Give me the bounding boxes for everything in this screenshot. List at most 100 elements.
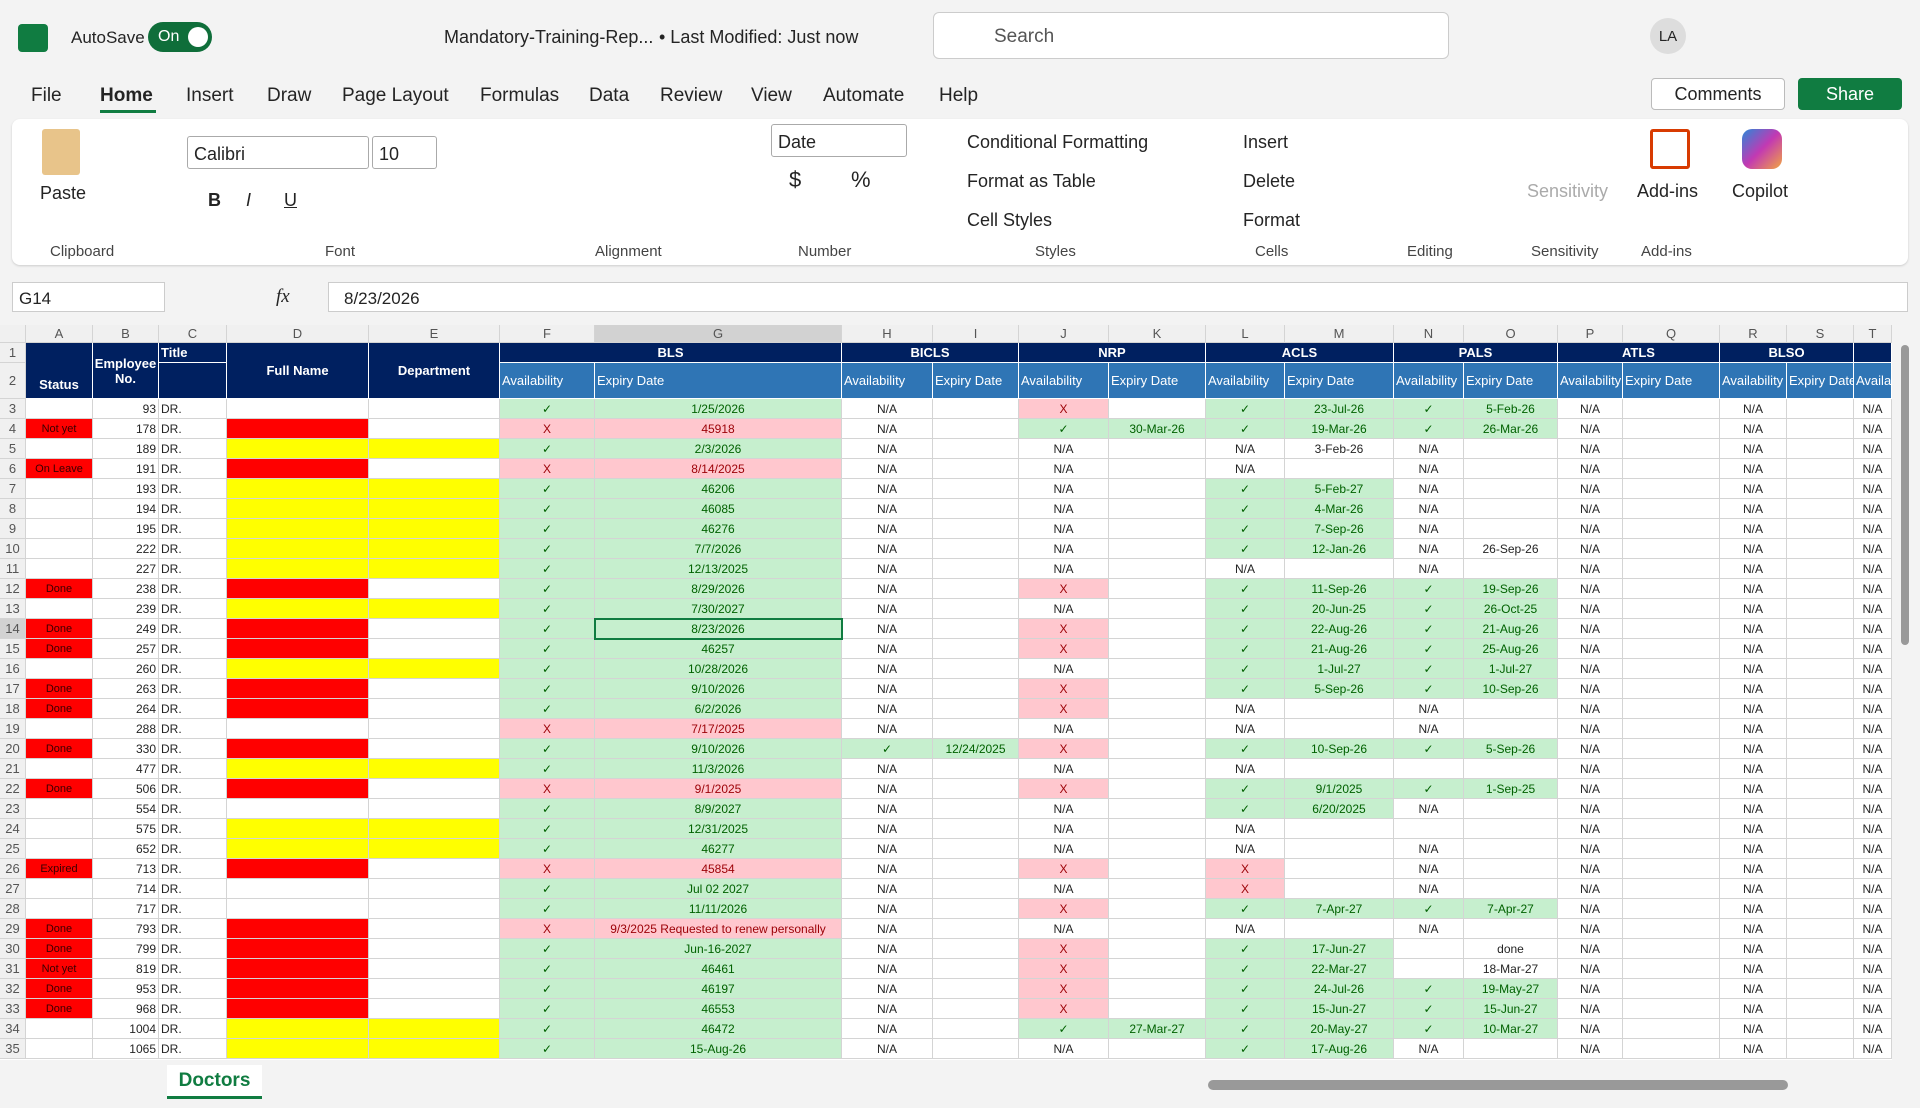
status-cell [26,599,93,619]
expiry-date [1787,799,1854,819]
menu-tab[interactable]: Review [660,85,723,106]
copilot-button[interactable]: Copilot [1732,181,1789,201]
conditional-formatting[interactable]: Conditional Formatting [967,132,1149,152]
percent-button[interactable]: % [851,167,871,192]
menu-tab[interactable]: Help [939,85,979,106]
menu-tab[interactable]: Insert [186,85,234,106]
expiry-date [1285,919,1394,939]
add-ins-button[interactable]: Add-ins [1637,181,1699,201]
availability: ✓ [1206,939,1285,959]
formula-input[interactable]: 8/23/2026 [328,282,1908,312]
menu-tab[interactable]: Page Layout [342,85,449,106]
availability: N/A [1558,1019,1623,1039]
menu-tab[interactable]: File [31,85,62,106]
availability: ✓ [1206,479,1285,499]
search-box[interactable]: Search [933,12,1449,59]
title-cell: DR. [159,739,227,759]
employee-no: 793 [93,919,159,939]
employee-no: 714 [93,879,159,899]
full-name [227,679,369,699]
font-size-box[interactable]: 10 [372,136,437,169]
availability: X [1019,939,1109,959]
cell-styles[interactable]: Cell Styles [967,210,1053,230]
name-box[interactable]: G14 [12,282,165,312]
full-name [227,939,369,959]
expiry-date: 30-Mar-26 [1109,419,1206,439]
status-cell [26,559,93,579]
row-header: 21 [0,759,26,779]
expiry-date [933,819,1019,839]
scroll-thumb[interactable] [1901,345,1909,645]
availability: N/A [1854,539,1892,559]
expiry-date [933,639,1019,659]
department [369,919,500,939]
availability: N/A [1854,459,1892,479]
expiry-date [933,979,1019,999]
row-header: 3 [0,399,26,419]
expiry-date: 8/9/2027 [595,799,842,819]
format-as-table[interactable]: Format as Table [967,171,1096,191]
number-format-box[interactable]: Date [771,124,907,157]
expiry-date [1623,459,1720,479]
expiry-date [1623,479,1720,499]
horizontal-scrollbar[interactable] [1208,1080,1788,1090]
share-button[interactable]: Share [1798,78,1902,110]
expiry-date [1109,719,1206,739]
expiry-date: 46461 [595,959,842,979]
expiry-date [1623,779,1720,799]
format-cells[interactable]: Format [1243,210,1301,230]
availability: N/A [1206,719,1285,739]
availability: N/A [842,619,933,639]
underline-button[interactable]: U [284,190,297,210]
group-label: Number [798,243,852,260]
menu-tab[interactable]: Data [589,85,630,106]
delete-cells[interactable]: Delete [1243,171,1296,191]
availability: ✓ [500,979,595,999]
font-name-box[interactable]: Calibri [187,136,369,169]
column-header: Q [1623,325,1720,343]
expiry-date [933,439,1019,459]
paste-button[interactable]: Paste [40,183,87,203]
row-header: 9 [0,519,26,539]
availability: N/A [842,839,933,859]
department [369,419,500,439]
expiry-date [1787,679,1854,699]
insert-cells[interactable]: Insert [1243,132,1289,152]
availability: ✓ [1394,739,1464,759]
file-name[interactable]: Mandatory-Training-Rep... [444,27,654,47]
vertical-scrollbar[interactable] [1892,325,1920,1060]
availability [1394,819,1464,839]
menu-tab[interactable]: Draw [267,85,312,106]
department [369,859,500,879]
availability: X [1019,779,1109,799]
comments-button[interactable]: Comments [1651,78,1785,110]
expiry-date [1464,559,1558,579]
expiry-date [1464,859,1558,879]
availability: ✓ [500,499,595,519]
menu-tab[interactable]: View [751,85,792,106]
row-header: 10 [0,539,26,559]
employee-no: 819 [93,959,159,979]
expiry-date [933,919,1019,939]
availability: X [500,919,595,939]
department [369,1039,500,1059]
row-header: 22 [0,779,26,799]
employee-no: 652 [93,839,159,859]
expiry-date: 22-Aug-26 [1285,619,1394,639]
menu-tab[interactable]: Formulas [480,85,560,106]
bold-button[interactable]: B [208,190,221,210]
availability: N/A [1854,999,1892,1019]
status-cell: Done [26,579,93,599]
subheading: Availability [842,363,933,399]
column-header: I [933,325,1019,343]
italic-button[interactable]: I [246,190,252,210]
autosave-toggle[interactable]: On [148,22,212,52]
row-header: 31 [0,959,26,979]
availability: ✓ [500,579,595,599]
expiry-date [933,879,1019,899]
menu-tab[interactable]: Home [100,85,153,106]
menu-tab[interactable]: Automate [823,85,905,106]
sheet-tab[interactable]: Doctors [167,1065,262,1099]
user-avatar[interactable]: LA [1650,18,1686,54]
currency-button[interactable]: $ [789,167,802,192]
